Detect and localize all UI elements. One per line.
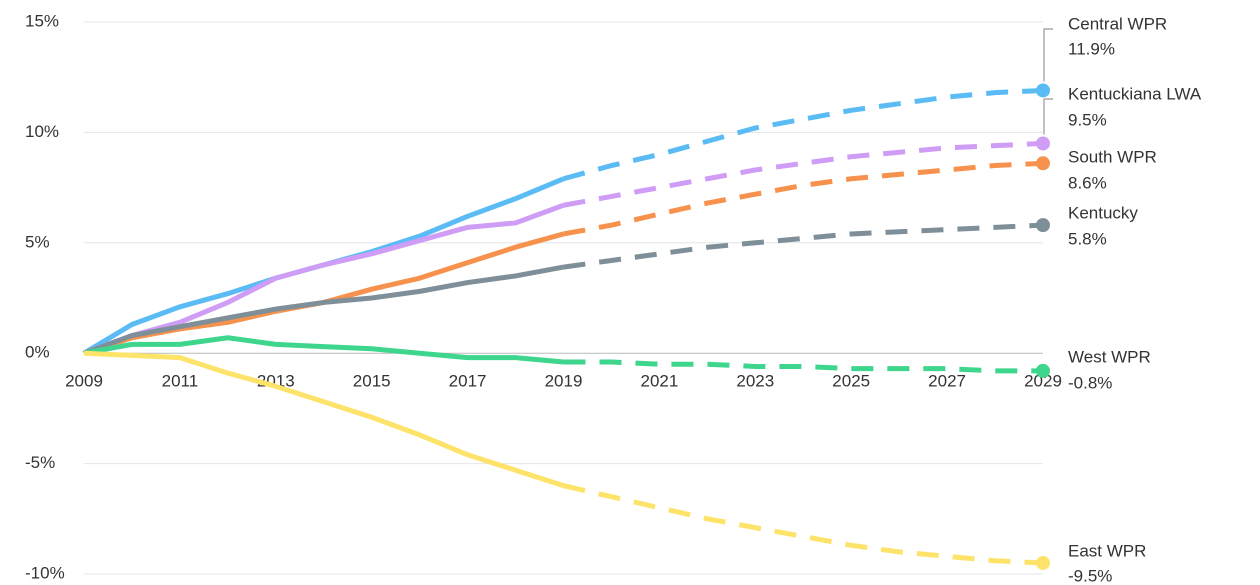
series-label: East WPR bbox=[1068, 541, 1146, 560]
series-label: West WPR bbox=[1068, 347, 1151, 366]
y-tick-label: 5% bbox=[25, 232, 50, 251]
end-dot bbox=[1036, 136, 1050, 151]
forecast-line bbox=[563, 140, 1044, 208]
x-tick-label: 2019 bbox=[545, 372, 583, 391]
forecast-line bbox=[563, 160, 1044, 237]
x-tick-label: 2009 bbox=[65, 372, 103, 391]
x-tick-label: 2029 bbox=[1024, 372, 1062, 391]
series-label: Kentucky bbox=[1068, 203, 1138, 222]
series-line bbox=[83, 335, 564, 365]
forecast-line bbox=[563, 222, 1044, 270]
y-tick-label: 0% bbox=[25, 343, 50, 362]
leader-line bbox=[1043, 28, 1053, 82]
end-dot bbox=[1036, 156, 1050, 171]
y-tick-label: 10% bbox=[25, 122, 59, 141]
x-tick-label: 2017 bbox=[449, 372, 487, 391]
series-label: Central WPR bbox=[1068, 14, 1167, 33]
forecast-line bbox=[562, 483, 1044, 566]
end-dot bbox=[1036, 363, 1050, 378]
y-tick-label: -5% bbox=[25, 453, 55, 472]
y-tick-label: 15% bbox=[25, 11, 59, 30]
x-tick-label: 2021 bbox=[640, 372, 678, 391]
end-value-label: 11.9% bbox=[1068, 39, 1115, 58]
end-value-label: 9.5% bbox=[1068, 110, 1107, 129]
series-label: South WPR bbox=[1068, 147, 1157, 166]
x-tick-label: 2025 bbox=[832, 372, 870, 391]
series-label: Kentuckiana LWA bbox=[1068, 84, 1202, 103]
forecast-line bbox=[562, 87, 1044, 182]
x-tick-label: 2015 bbox=[353, 372, 391, 391]
end-value-label: -9.5% bbox=[1068, 566, 1112, 585]
series-line bbox=[83, 264, 564, 356]
end-value-label: -0.8% bbox=[1068, 373, 1112, 392]
series-line bbox=[83, 202, 565, 356]
forecast-line bbox=[563, 359, 1043, 374]
y-tick-label: -10% bbox=[25, 563, 65, 582]
end-dot bbox=[1036, 555, 1050, 570]
end-dot bbox=[1036, 218, 1050, 233]
series-line bbox=[83, 231, 565, 356]
x-tick-label: 2023 bbox=[736, 372, 774, 391]
x-tick-label: 2011 bbox=[162, 372, 199, 391]
end-value-label: 5.8% bbox=[1068, 229, 1107, 248]
end-dot bbox=[1036, 83, 1050, 98]
x-tick-label: 2027 bbox=[928, 372, 966, 391]
end-value-label: 8.6% bbox=[1068, 173, 1107, 192]
leader-line bbox=[1043, 98, 1053, 135]
series-line bbox=[83, 350, 565, 489]
